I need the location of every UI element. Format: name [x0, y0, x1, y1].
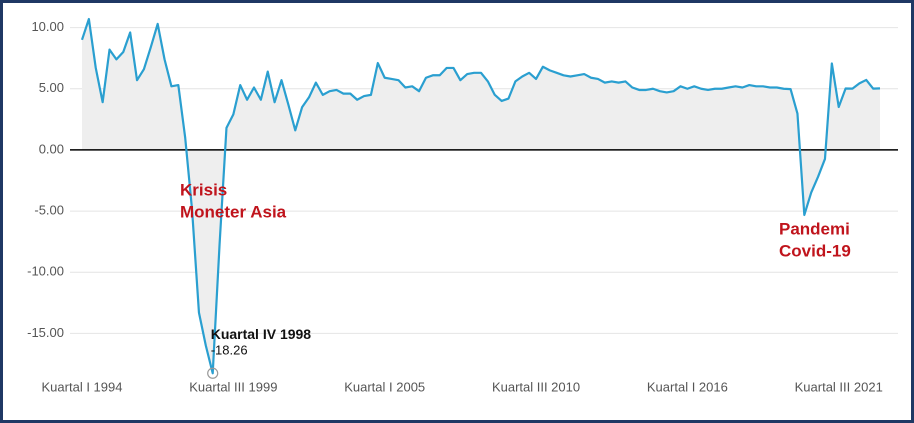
annotation: Krisis: [180, 180, 227, 199]
annotation: Moneter Asia: [180, 202, 287, 221]
x-tick-label: Kuartal I 2005: [344, 379, 425, 394]
y-tick-label: 5.00: [39, 80, 64, 95]
x-tick-label: Kuartal III 2010: [492, 379, 580, 394]
grid: [70, 19, 898, 374]
x-tick-label: Kuartal I 1994: [42, 379, 123, 394]
x-tick-label: Kuartal I 2016: [647, 379, 728, 394]
annotation: Pandemi: [779, 219, 850, 238]
x-tick-label: Kuartal III 2021: [795, 379, 883, 394]
y-tick-label: -15.00: [27, 325, 64, 340]
tooltip-title: Kuartal IV 1998: [211, 326, 312, 342]
x-tick-label: Kuartal III 1999: [189, 379, 277, 394]
labels: 10.00 5.00 0.00 -5.00 -10.00 -15.00 Kuartal I …: [27, 19, 883, 394]
highlight-point: [207, 367, 219, 379]
y-tick-label: -5.00: [34, 203, 64, 218]
annotation: Covid-19: [779, 241, 851, 260]
y-tick-label: 0.00: [39, 141, 64, 156]
tooltip-value: -18.26: [211, 343, 248, 358]
area: [82, 19, 880, 374]
y-tick-label: 10.00: [31, 19, 64, 34]
line: [80, 17, 881, 375]
plot: [80, 17, 881, 379]
y-tick-label: -10.00: [27, 264, 64, 279]
